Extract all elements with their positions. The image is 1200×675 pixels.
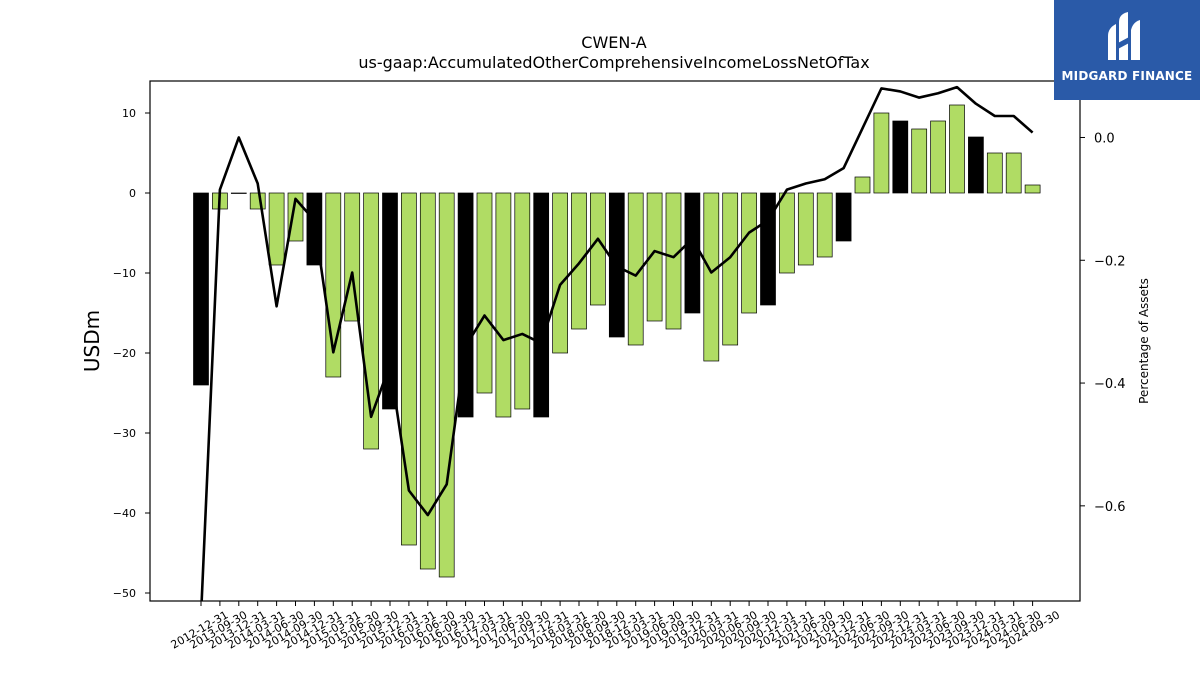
bar-2024-06-30 [1005,152,1022,194]
bar-2020-09-30 [741,192,757,314]
y-tick-label: 0 [129,187,136,200]
bar-2016-12-31 [457,192,474,418]
y2-tick-label: −0.2 [1094,254,1126,269]
bar-2015-12-31 [382,192,398,410]
bar-2017-12-31 [533,192,550,418]
bar-2018-09-30 [590,192,606,306]
x-axis: 2012-12-312013-09-302013-12-312014-03-31… [169,601,1062,652]
percentage-of-assets-line [200,85,1034,601]
y-tick-label: −40 [113,507,136,520]
chart-title: CWEN-A [581,33,646,52]
y2-tick-label: −0.4 [1094,377,1126,392]
y-tick-label: −20 [113,347,136,360]
bar-2021-03-31 [779,192,795,274]
midgard-finance-logo: MIDGARD FINANCE [1054,0,1200,100]
bar-2024-03-31 [986,152,1003,194]
bar-2020-03-31 [703,192,720,362]
bar-2021-09-30 [816,192,833,258]
bar-2017-06-30 [495,192,512,418]
bar-2014-06-30 [268,192,285,266]
y2-axis-label: Percentage of Assets [1137,278,1151,404]
bar-2024-09-30 [1024,184,1041,194]
y2-tick-label: −0.6 [1094,500,1126,515]
y-axis-right: −0.6 −0.4 −0.2 0.0 [1080,131,1126,515]
bar-2021-06-30 [797,192,814,266]
midgard-logo-icon [1108,12,1140,60]
bar-2020-06-30 [722,192,739,346]
chart-subtitle: us-gaap:AccumulatedOtherComprehensiveInc… [358,53,869,72]
bar-2019-06-30 [646,192,663,322]
bar-2019-12-31 [684,192,701,314]
bar-2015-06-30 [344,192,361,322]
bar-2020-12-31 [760,192,776,306]
y-tick-label: 10 [122,107,136,120]
plot-frame [149,80,1081,602]
bar-2013-12-31 [230,192,247,194]
bar-2016-09-30 [438,192,455,578]
bar-2016-06-30 [419,192,436,570]
y-tick-label: −50 [113,587,136,600]
bar-2018-06-30 [571,192,587,330]
bar-2012-12-31 [193,192,209,386]
bar-2023-06-30 [930,120,946,194]
bar-2021-12-31 [835,192,852,242]
bar-series [193,104,1041,578]
bar-2023-12-31 [968,136,984,194]
y-tick-label: −10 [113,267,136,280]
y-tick-label: −30 [113,427,136,440]
line-series [200,85,1034,601]
logo-text: MIDGARD FINANCE [1061,69,1193,83]
bar-2022-09-30 [873,112,890,194]
bar-2023-03-31 [911,128,928,194]
bar-2023-09-30 [949,104,965,194]
bar-2022-12-31 [892,120,909,194]
y2-tick-label: 0.0 [1094,131,1115,146]
bar-2022-06-30 [854,176,871,194]
bar-2019-03-31 [627,192,644,346]
bar-2019-09-30 [665,192,682,330]
bar-2018-03-31 [552,192,568,354]
y-axis-left: −50 −40 −30 −20 −10 0 10 [113,107,150,600]
bar-2014-03-31 [249,192,266,210]
y-axis-label: USDm [80,310,104,372]
bar-2017-03-31 [476,192,493,394]
bar-2017-09-30 [514,192,531,410]
